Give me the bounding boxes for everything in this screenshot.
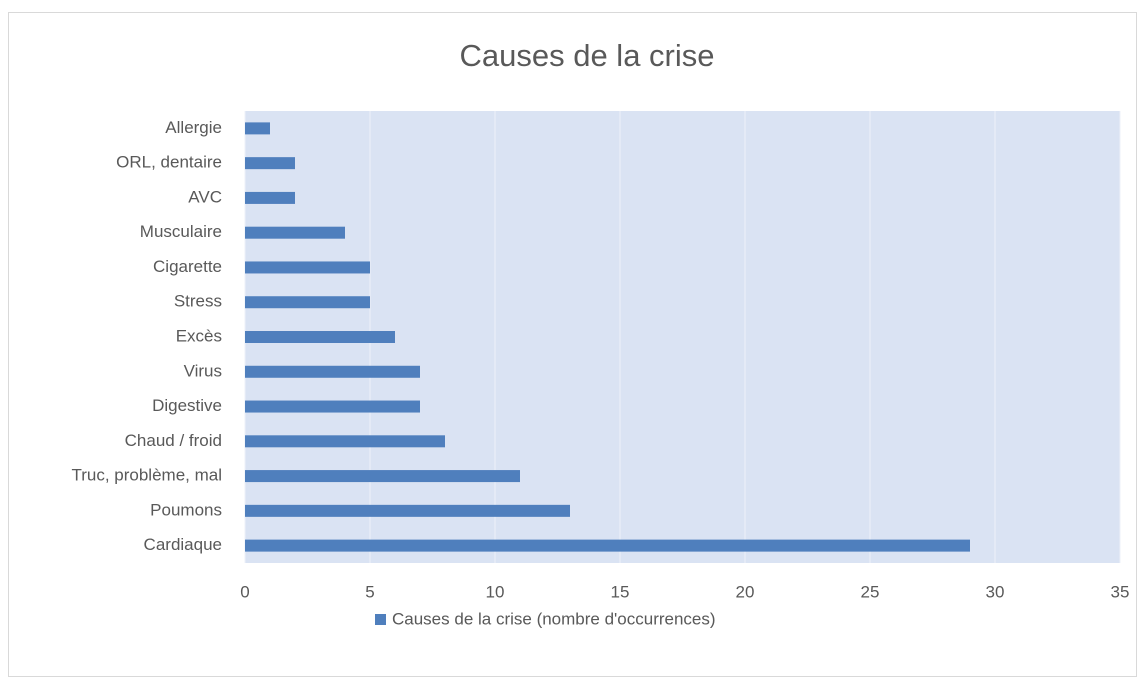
y-tick-label: Musculaire (140, 222, 222, 241)
x-tick-label: 5 (365, 582, 374, 601)
bar (245, 470, 520, 483)
bar (245, 504, 570, 517)
x-tick-label: 0 (240, 582, 249, 601)
bar (245, 296, 370, 309)
bar (245, 400, 420, 413)
legend-swatch (375, 614, 386, 625)
y-tick-label: AVC (188, 187, 222, 206)
legend-label: Causes de la crise (nombre d'occurrences… (392, 609, 716, 628)
y-tick-label: Truc, problème, mal (71, 466, 222, 485)
bar (245, 157, 295, 170)
bar (245, 365, 420, 378)
x-tick-label: 25 (861, 582, 880, 601)
bar (245, 261, 370, 274)
bar (245, 191, 295, 204)
bar (245, 331, 395, 343)
y-tick-label: Excès (176, 326, 222, 345)
y-tick-label: Stress (174, 292, 222, 311)
bar (245, 226, 345, 239)
x-tick-label: 15 (611, 582, 630, 601)
x-tick-label: 20 (736, 582, 755, 601)
y-tick-label: Allergie (165, 118, 222, 137)
x-tick-label: 10 (486, 582, 505, 601)
x-tick-label: 30 (986, 582, 1005, 601)
x-tick-label: 35 (1111, 582, 1130, 601)
y-tick-label: Digestive (152, 396, 222, 415)
bar (245, 539, 970, 552)
y-tick-label: Virus (184, 361, 222, 380)
y-tick-label: Poumons (150, 500, 222, 519)
y-tick-label: Cigarette (153, 257, 222, 276)
bar (245, 122, 270, 135)
y-tick-label: Cardiaque (144, 535, 222, 554)
y-tick-label: ORL, dentaire (116, 153, 222, 172)
bar (245, 435, 445, 448)
y-tick-label: Chaud / froid (125, 431, 222, 450)
chart-title: Causes de la crise (459, 38, 714, 73)
